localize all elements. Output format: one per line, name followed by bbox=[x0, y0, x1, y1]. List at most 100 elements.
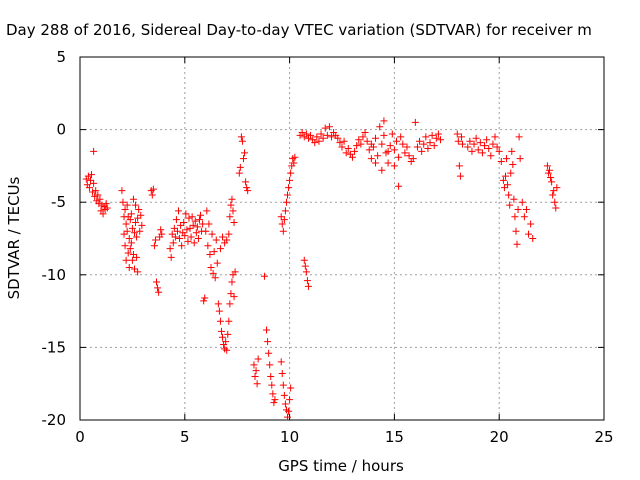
data-point bbox=[497, 158, 505, 166]
data-point bbox=[399, 140, 407, 148]
data-point bbox=[153, 278, 161, 286]
data-point bbox=[549, 191, 557, 199]
data-point bbox=[224, 330, 232, 338]
data-point bbox=[136, 227, 144, 235]
data-point bbox=[420, 140, 428, 148]
data-point bbox=[187, 233, 195, 241]
data-point bbox=[171, 233, 179, 241]
data-point bbox=[284, 191, 292, 199]
data-point bbox=[302, 130, 310, 138]
data-point bbox=[226, 213, 234, 221]
data-point bbox=[280, 216, 288, 224]
data-point bbox=[287, 169, 295, 177]
data-point bbox=[154, 284, 162, 292]
data-point bbox=[430, 142, 438, 150]
data-point bbox=[265, 349, 273, 357]
data-point bbox=[186, 224, 194, 232]
data-point bbox=[227, 290, 235, 298]
data-point bbox=[547, 174, 555, 182]
data-point bbox=[236, 163, 244, 171]
data-point bbox=[514, 205, 522, 213]
data-point bbox=[483, 136, 491, 144]
data-point bbox=[311, 139, 319, 147]
data-point bbox=[90, 147, 98, 155]
data-point bbox=[466, 137, 474, 145]
x-tick-label: 0 bbox=[75, 428, 85, 446]
data-point bbox=[212, 236, 220, 244]
data-point bbox=[328, 133, 336, 141]
y-tick-label: 0 bbox=[56, 121, 66, 139]
x-tick-label: 25 bbox=[594, 428, 613, 446]
data-point bbox=[282, 198, 290, 206]
data-point bbox=[123, 201, 131, 209]
data-point bbox=[176, 235, 184, 242]
data-point bbox=[228, 278, 236, 286]
data-point bbox=[457, 133, 465, 141]
data-point bbox=[128, 224, 136, 232]
data-point bbox=[504, 181, 512, 189]
data-point bbox=[137, 211, 145, 219]
data-point bbox=[229, 207, 237, 215]
data-point bbox=[148, 191, 156, 199]
data-point bbox=[503, 155, 511, 163]
data-point bbox=[511, 213, 519, 221]
data-point bbox=[476, 139, 484, 147]
data-point bbox=[125, 264, 133, 272]
data-point bbox=[266, 361, 274, 369]
data-point bbox=[177, 221, 185, 229]
data-point bbox=[94, 191, 102, 199]
data-point bbox=[92, 187, 100, 195]
data-point bbox=[548, 178, 556, 186]
data-point bbox=[411, 118, 419, 126]
data-point bbox=[173, 227, 181, 235]
data-point bbox=[437, 136, 445, 144]
data-point bbox=[121, 242, 129, 250]
data-point bbox=[223, 236, 231, 244]
data-point bbox=[510, 195, 518, 203]
data-point bbox=[403, 143, 411, 151]
data-point bbox=[250, 361, 258, 369]
data-point bbox=[123, 227, 131, 235]
data-point bbox=[230, 293, 238, 301]
data-point bbox=[166, 245, 174, 253]
data-point bbox=[96, 195, 104, 203]
data-point bbox=[516, 155, 524, 163]
data-point bbox=[365, 146, 373, 154]
data-point bbox=[405, 152, 413, 160]
data-point bbox=[508, 147, 516, 155]
data-point bbox=[222, 338, 230, 346]
data-point bbox=[395, 153, 403, 161]
data-point bbox=[128, 256, 136, 264]
x-tick-label: 5 bbox=[180, 428, 190, 446]
data-point bbox=[168, 230, 176, 238]
data-point bbox=[127, 210, 135, 218]
data-point bbox=[380, 131, 388, 139]
data-point bbox=[132, 201, 140, 209]
data-point bbox=[376, 123, 384, 131]
data-point bbox=[188, 213, 196, 221]
data-point bbox=[278, 220, 286, 228]
data-point bbox=[133, 253, 141, 261]
data-point bbox=[184, 237, 192, 245]
data-point bbox=[219, 333, 227, 341]
data-point bbox=[501, 172, 509, 180]
data-point bbox=[271, 396, 279, 404]
data-point bbox=[181, 232, 189, 240]
data-point bbox=[413, 143, 421, 151]
data-point bbox=[280, 391, 288, 399]
data-point bbox=[228, 195, 236, 203]
data-point bbox=[374, 152, 382, 160]
data-point bbox=[491, 133, 499, 141]
data-point bbox=[211, 274, 219, 282]
data-point bbox=[230, 219, 238, 227]
data-point bbox=[281, 207, 289, 215]
data-point bbox=[392, 137, 400, 145]
data-point bbox=[199, 220, 207, 228]
data-point bbox=[499, 176, 507, 184]
data-point bbox=[204, 242, 212, 250]
data-point bbox=[378, 140, 386, 148]
data-point bbox=[205, 220, 213, 228]
data-point bbox=[357, 140, 365, 148]
data-point bbox=[489, 140, 497, 148]
data-point bbox=[348, 153, 356, 161]
